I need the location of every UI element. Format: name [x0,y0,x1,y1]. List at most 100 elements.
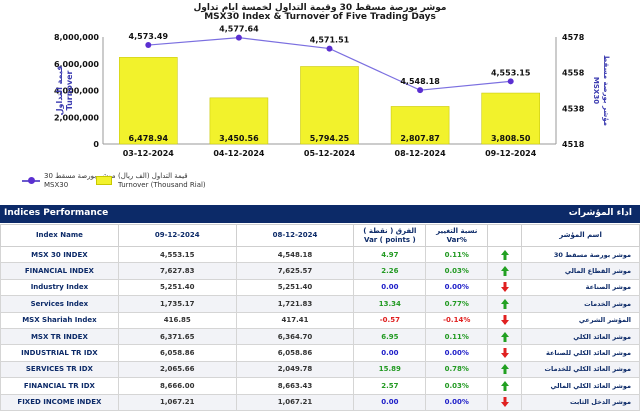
var-pct-cell: 0.00% [425,344,489,362]
index-name-ar-cell: موشر الدخل الثابت [521,393,640,411]
var-points-cell: 0.00 [353,344,427,362]
bar-data-label: 6,478.94 [129,134,169,143]
legend-line-label: MSX30 [44,181,69,189]
direction-arrow-cell [487,311,523,329]
table-row: MSX 30 INDEX 4,553.15 4,548.18 4.97 0.11% موش… [0,245,640,264]
down-arrow-icon [500,397,509,408]
direction-arrow-cell [487,360,523,379]
col-header-var-points-en: Var ( points ) [364,235,416,244]
chart-title: MSX30 Index & Turnover of Five Trading D… [204,12,436,22]
col-header-arrow [487,224,523,247]
bar [119,57,178,145]
table-row: MSX TR INDEX 6,371.65 6,364.70 6.95 0.11% موش… [0,327,640,346]
indices-table: Index Name 09-12-2024 08-12-2024 الفرق (… [0,224,640,411]
bar [481,92,541,145]
bar [390,106,450,145]
value-date-1-cell: 5,251.40 [117,278,237,297]
index-name-cell: SERVICES TR IDX [0,360,119,379]
var-points-cell: 2.57 [353,377,427,395]
bar-data-label: 3,450.56 [219,134,259,143]
bar [300,66,359,145]
index-name-ar-cell: موشر القطاع المالي [521,262,640,280]
up-arrow-icon [500,364,509,375]
index-name-cell: MSX TR INDEX [0,327,119,346]
col-header-var-points-ar: الفرق ( نقطة ) [363,226,417,235]
index-name-cell: FINANCIAL TR IDX [0,377,119,395]
direction-arrow-cell [487,344,523,362]
var-points-cell: 15.89 [353,360,427,379]
msx30-data-label: 4,571.51 [310,36,350,45]
direction-arrow-cell [487,393,523,411]
value-date-2-cell: 1,721.83 [235,295,355,313]
legend-bar-label: Turnover (Thousand Rial) [118,181,206,189]
y-right-axis-title: MSX30 [592,77,600,104]
x-tick-label: 08-12-2024 [395,149,447,158]
index-name-ar-cell: موشر العائد الكلي للصناعة [521,344,640,362]
index-name-cell: INDUSTRIAL TR IDX [0,344,119,362]
var-pct-cell: 0.00% [425,278,489,297]
var-pct-cell: 0.77% [425,295,489,313]
y-left-tick-label: 4,000,000 [54,87,99,96]
direction-arrow-cell [487,278,523,297]
value-date-2-cell: 5,251.40 [235,278,355,297]
index-name-cell: FINANCIAL INDEX [0,262,119,280]
var-points-cell: 13.34 [353,295,427,313]
up-arrow-icon [500,298,509,309]
msx30-data-label: 4,577.64 [219,25,259,34]
value-date-2-cell: 8,663.43 [235,377,355,395]
direction-arrow-cell [487,262,523,280]
indices-performance-title-ar: اداء المؤشرات [568,208,632,218]
value-date-2-cell: 2,049.78 [235,360,355,379]
bar-data-label: 3,808.50 [491,134,531,143]
direction-arrow-cell [487,295,523,313]
indices-performance-title: Indices Performance [4,208,109,218]
col-header-var-pct: نسبة التغيير Var% [425,224,489,247]
index-name-cell: FIXED INCOME INDEX [0,393,119,411]
var-points-cell: 0.00 [353,393,427,411]
index-name-ar-cell: موشر بورصة مسقط 30 [521,245,640,264]
up-arrow-icon [500,266,509,277]
bar-data-label: 5,794.25 [310,134,350,143]
var-pct-cell: 0.78% [425,360,489,379]
msx30-point [145,42,152,49]
msx30-data-label: 4,548.18 [400,77,440,86]
index-name-cell: Services Index [0,295,119,313]
y-left-tick-label: 8,000,000 [54,33,99,42]
msx30-point [507,78,514,85]
msx30-data-label: 4,573.49 [129,32,169,41]
index-name-cell: Industry Index [0,278,119,297]
chart-legend: موشر بورصة مسقط 30 MSX30 قيمة التداول (ا… [0,170,640,194]
y-right-tick-label: 4558 [562,69,585,78]
value-date-1-cell: 6,371.65 [117,327,237,346]
value-date-1-cell: 8,666.00 [117,377,237,395]
var-pct-cell: 0.11% [425,327,489,346]
col-header-index-name: Index Name [0,224,119,247]
down-arrow-icon [500,348,509,359]
down-arrow-icon [500,315,509,326]
var-pct-cell: 0.11% [425,245,489,264]
col-header-index-name-ar: اسم المؤشر [521,224,640,247]
legend-line-label-ar: موشر بورصة مسقط 30 [44,172,116,180]
value-date-2-cell: 1,067.21 [235,393,355,411]
var-points-cell: 6.95 [353,327,427,346]
value-date-1-cell: 7,627.83 [117,262,237,280]
y-left-tick-label: 2,000,000 [54,113,99,122]
indices-performance-header: Indices Performance اداء المؤشرات [0,205,640,223]
chart-area: موشر بورصة مسقط 30 وقيمة التداول لخمسة ا… [0,0,640,200]
table-row: FINANCIAL TR IDX 8,666.00 8,663.43 2.57 0.03… [0,377,640,395]
value-date-2-cell: 6,058.86 [235,344,355,362]
index-name-ar-cell: موشر العائد الكلي المالي [521,377,640,395]
chart-title-arabic: موشر بورصة مسقط 30 وقيمة التداول لخمسة ا… [193,3,447,13]
value-date-2-cell: 6,364.70 [235,327,355,346]
var-pct-cell: 0.03% [425,262,489,280]
up-arrow-icon [500,249,509,260]
value-date-1-cell: 2,065.66 [117,360,237,379]
value-date-1-cell: 1,067.21 [117,393,237,411]
table-row: Services Index 1,735.17 1,721.83 13.34 0.77%… [0,295,640,313]
x-tick-label: 09-12-2024 [485,149,537,158]
y-right-tick-label: 4578 [562,33,585,42]
direction-arrow-cell [487,245,523,264]
var-points-cell: 0.00 [353,278,427,297]
var-points-cell: 2.26 [353,262,427,280]
legend-line-marker [28,177,35,184]
